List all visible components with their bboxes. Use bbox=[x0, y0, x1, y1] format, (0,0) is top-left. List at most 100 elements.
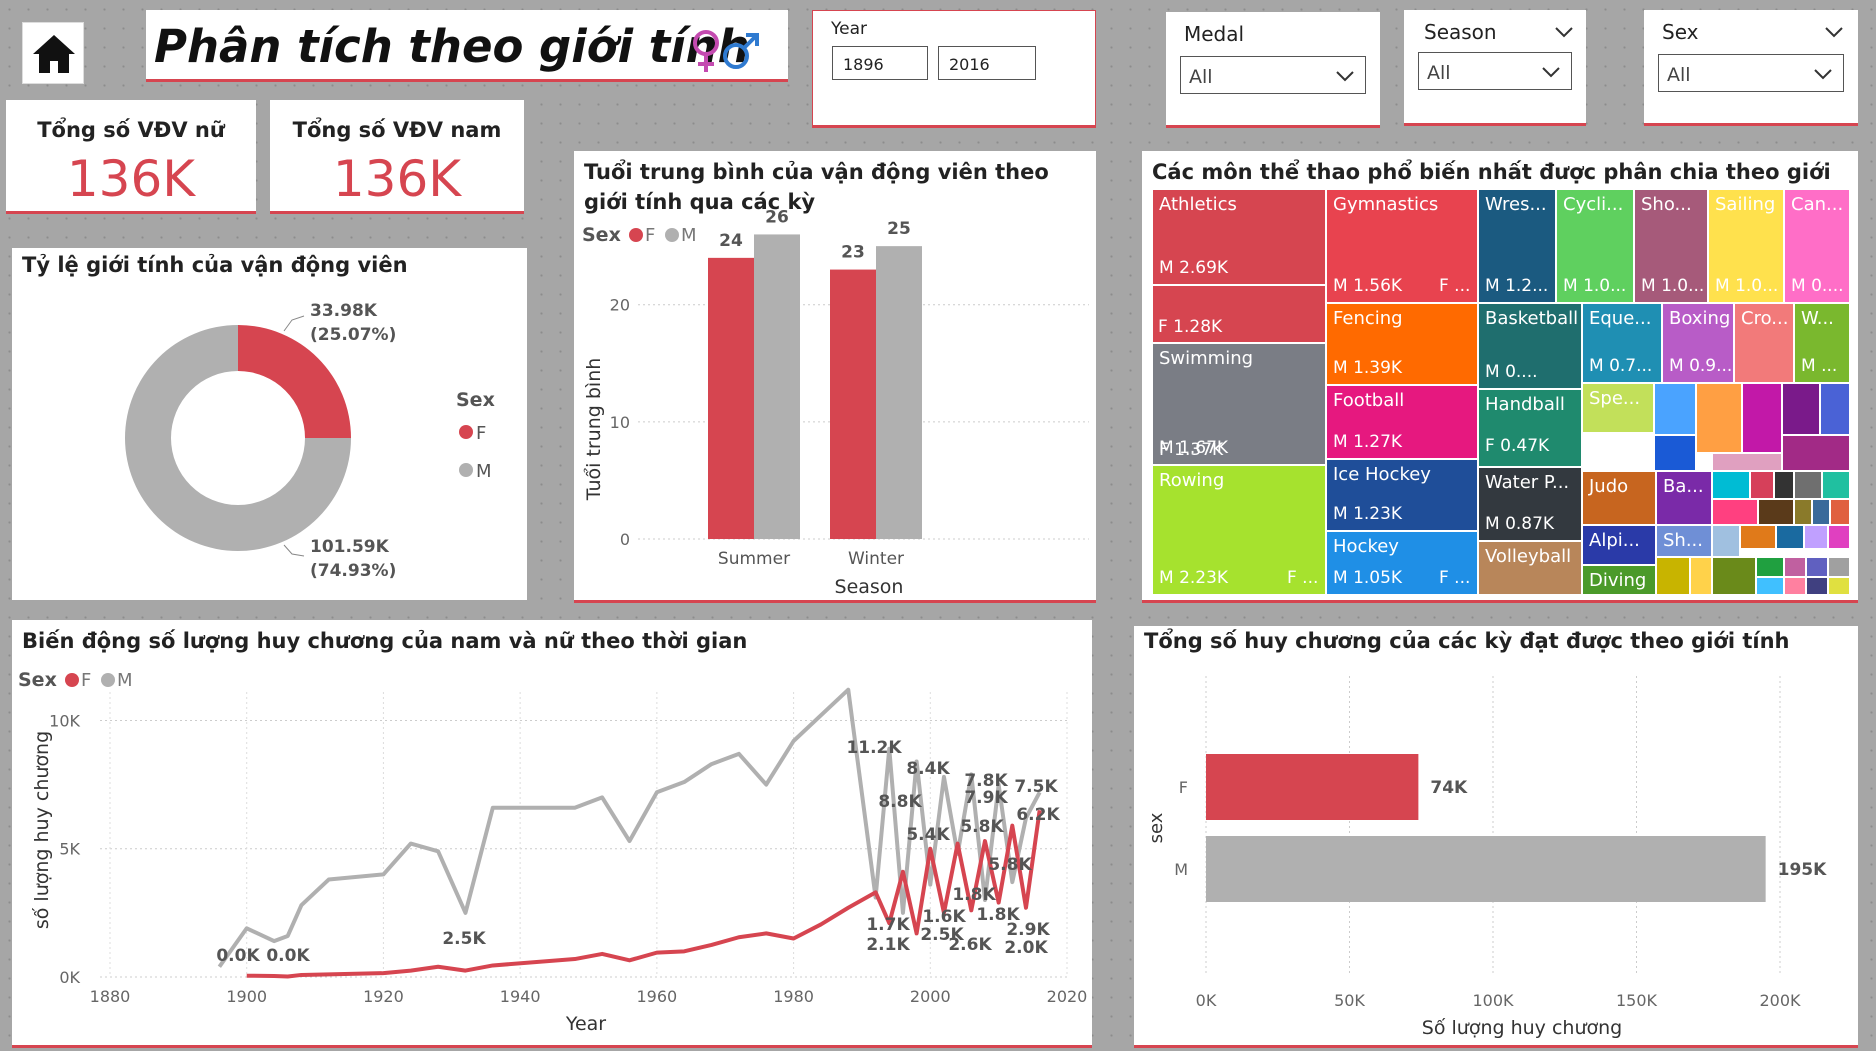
treemap-tile-small[interactable] bbox=[1806, 557, 1828, 577]
treemap-tile-small[interactable] bbox=[1774, 471, 1794, 499]
treemap-tile-label: W... bbox=[1801, 308, 1834, 329]
sex-dropdown[interactable]: All bbox=[1658, 54, 1844, 92]
treemap-tile[interactable]: Basketball M 0.... bbox=[1478, 303, 1582, 389]
treemap-tile-m-value: M 1.23K bbox=[1333, 504, 1403, 524]
treemap-tile-small[interactable] bbox=[1812, 499, 1830, 525]
treemap-tile[interactable]: Judo bbox=[1582, 471, 1656, 525]
treemap-tile-small[interactable] bbox=[1794, 471, 1822, 499]
treemap-tile-small[interactable] bbox=[1784, 557, 1806, 577]
line-data-label: 5.8K bbox=[960, 817, 1004, 837]
treemap-tile-small[interactable] bbox=[1822, 471, 1850, 499]
treemap-tile-small[interactable] bbox=[1740, 525, 1776, 549]
treemap-tile-small[interactable] bbox=[1828, 557, 1850, 577]
treemap-tile[interactable]: Eque... M 0.7... bbox=[1582, 303, 1662, 383]
treemap-tile-small[interactable] bbox=[1742, 383, 1782, 453]
treemap-tile[interactable]: Alpi... bbox=[1582, 525, 1656, 565]
hbar-xtick: 150K bbox=[1616, 991, 1658, 1010]
medal-dropdown-value: All bbox=[1189, 66, 1213, 88]
treemap-tile[interactable]: Water P... M 0.87K bbox=[1478, 467, 1582, 541]
treemap-tile-label: Hockey bbox=[1333, 536, 1399, 557]
treemap-tile-small[interactable] bbox=[1712, 499, 1758, 525]
treemap-tile[interactable]: Football M 1.27K bbox=[1326, 385, 1478, 459]
hbar-bar-f bbox=[1206, 754, 1419, 820]
hbar-xlabel: Số lượng huy chương bbox=[1422, 1017, 1622, 1039]
treemap-tile[interactable]: Handball F 0.47K bbox=[1478, 389, 1582, 467]
treemap-tile-label: Gymnastics bbox=[1333, 194, 1439, 215]
page-title-card: Phân tích theo giới tính bbox=[146, 10, 788, 82]
treemap-tile-athletics-f[interactable] bbox=[1152, 285, 1326, 343]
treemap-tile[interactable]: Wres... M 1.2... bbox=[1478, 189, 1556, 303]
treemap-tile-small[interactable] bbox=[1782, 383, 1820, 435]
treemap-tile-small[interactable] bbox=[1712, 471, 1750, 499]
treemap-tile-small[interactable] bbox=[1654, 435, 1696, 471]
treemap-tile[interactable]: Cycli... M 1.0... bbox=[1556, 189, 1634, 303]
treemap-tile-f-value: F ... bbox=[1439, 568, 1471, 588]
year-slicer-label: Year bbox=[831, 19, 867, 39]
chevron-down-icon bbox=[1542, 67, 1560, 78]
kpi-female-label: Tổng số VĐV nữ bbox=[37, 118, 225, 142]
treemap-tile-label: Volleyball bbox=[1485, 546, 1572, 567]
treemap-tile-small[interactable] bbox=[1794, 499, 1812, 525]
age-ytick: 20 bbox=[610, 296, 630, 315]
treemap-tile[interactable]: Can... M 0.... bbox=[1784, 189, 1850, 303]
gender-ratio-card: Tỷ lệ giới tính của vận động viên 33.98K… bbox=[12, 248, 527, 600]
treemap-tile-small[interactable] bbox=[1820, 383, 1850, 435]
line-series-f bbox=[246, 809, 1042, 979]
treemap-tile-small[interactable] bbox=[1776, 525, 1804, 549]
treemap-tile[interactable]: Fencing M 1.39K bbox=[1326, 303, 1478, 385]
treemap-tile-small[interactable] bbox=[1828, 525, 1850, 549]
treemap-tile-small[interactable] bbox=[1784, 577, 1806, 595]
treemap-tile[interactable]: Athletics M 2.69K bbox=[1152, 189, 1326, 285]
treemap-tile[interactable]: Volleyball bbox=[1478, 541, 1582, 595]
treemap-tile[interactable]: Swimming M 1.67K F 1.37K bbox=[1152, 343, 1326, 465]
season-dropdown[interactable]: All bbox=[1418, 52, 1572, 90]
treemap-tile[interactable]: Rowing M 2.23K F ... bbox=[1152, 465, 1326, 595]
treemap-tile[interactable]: Boxing M 0.9... bbox=[1662, 303, 1734, 383]
line-ytick: 5K bbox=[59, 840, 80, 859]
treemap-tile-m-value: M 1.0... bbox=[1641, 276, 1705, 296]
treemap-tile[interactable]: Ba... bbox=[1656, 471, 1712, 525]
line-xtick: 1920 bbox=[363, 987, 404, 1006]
treemap-tile-small[interactable] bbox=[1828, 577, 1850, 595]
treemap-tile[interactable]: Sailing M 1.0... bbox=[1708, 189, 1784, 303]
treemap-tile[interactable]: Sh... bbox=[1656, 525, 1712, 557]
treemap-tile-small[interactable] bbox=[1712, 525, 1740, 557]
treemap-tile-small[interactable] bbox=[1696, 383, 1742, 453]
treemap-tile-label: Water P... bbox=[1485, 472, 1570, 493]
year-to-input[interactable]: 2016 bbox=[938, 46, 1036, 80]
treemap-tile-small[interactable] bbox=[1756, 557, 1784, 577]
medal-slicer-label: Medal bbox=[1184, 22, 1245, 46]
total-medals-chart: 0K 50K 100K 150K 200K F 74K M 195K sex Số lượng hu… bbox=[1146, 676, 1827, 1039]
total-medals-card: Tổng số huy chương của các kỳ đạt được t… bbox=[1134, 626, 1858, 1048]
treemap-tile-small[interactable] bbox=[1806, 577, 1828, 595]
chevron-down-icon bbox=[1555, 27, 1573, 38]
treemap-tile-small[interactable] bbox=[1712, 453, 1782, 471]
treemap-tile-small[interactable] bbox=[1756, 577, 1784, 595]
treemap-tile-small[interactable] bbox=[1750, 471, 1774, 499]
treemap-tile[interactable]: Cro... bbox=[1734, 303, 1794, 383]
treemap-tile-small[interactable] bbox=[1656, 557, 1690, 595]
treemap-tile-small[interactable] bbox=[1690, 557, 1712, 595]
treemap-tile[interactable]: Gymnastics M 1.56K F ... bbox=[1326, 189, 1478, 303]
home-button[interactable] bbox=[22, 22, 84, 84]
donut-legend-title: Sex bbox=[456, 389, 495, 411]
medal-dropdown[interactable]: All bbox=[1180, 56, 1366, 94]
treemap-tile-small[interactable] bbox=[1804, 525, 1828, 549]
home-icon bbox=[33, 35, 75, 73]
treemap-tile-small[interactable] bbox=[1782, 435, 1850, 471]
treemap-tile[interactable]: Ice Hockey M 1.23K bbox=[1326, 459, 1478, 531]
age-legend-f-dot bbox=[629, 228, 643, 242]
treemap-tile-small[interactable] bbox=[1830, 499, 1850, 525]
treemap-tile-label: Handball bbox=[1485, 394, 1565, 415]
treemap-tile[interactable]: Sho... M 1.0... bbox=[1634, 189, 1708, 303]
line-data-label: 5.4K bbox=[906, 825, 950, 845]
treemap-tile[interactable]: Diving bbox=[1582, 565, 1656, 595]
treemap-tile[interactable]: Hockey M 1.05K F ... bbox=[1326, 531, 1478, 595]
treemap-tile-small[interactable] bbox=[1758, 499, 1794, 525]
treemap-tile-small[interactable] bbox=[1712, 557, 1756, 595]
treemap-tile[interactable]: W... M ... bbox=[1794, 303, 1850, 383]
treemap-tile[interactable]: Spe... bbox=[1582, 383, 1654, 433]
hbar-ytick: M bbox=[1174, 860, 1188, 879]
treemap-tile-small[interactable] bbox=[1654, 383, 1696, 435]
year-from-input[interactable]: 1896 bbox=[832, 46, 928, 80]
